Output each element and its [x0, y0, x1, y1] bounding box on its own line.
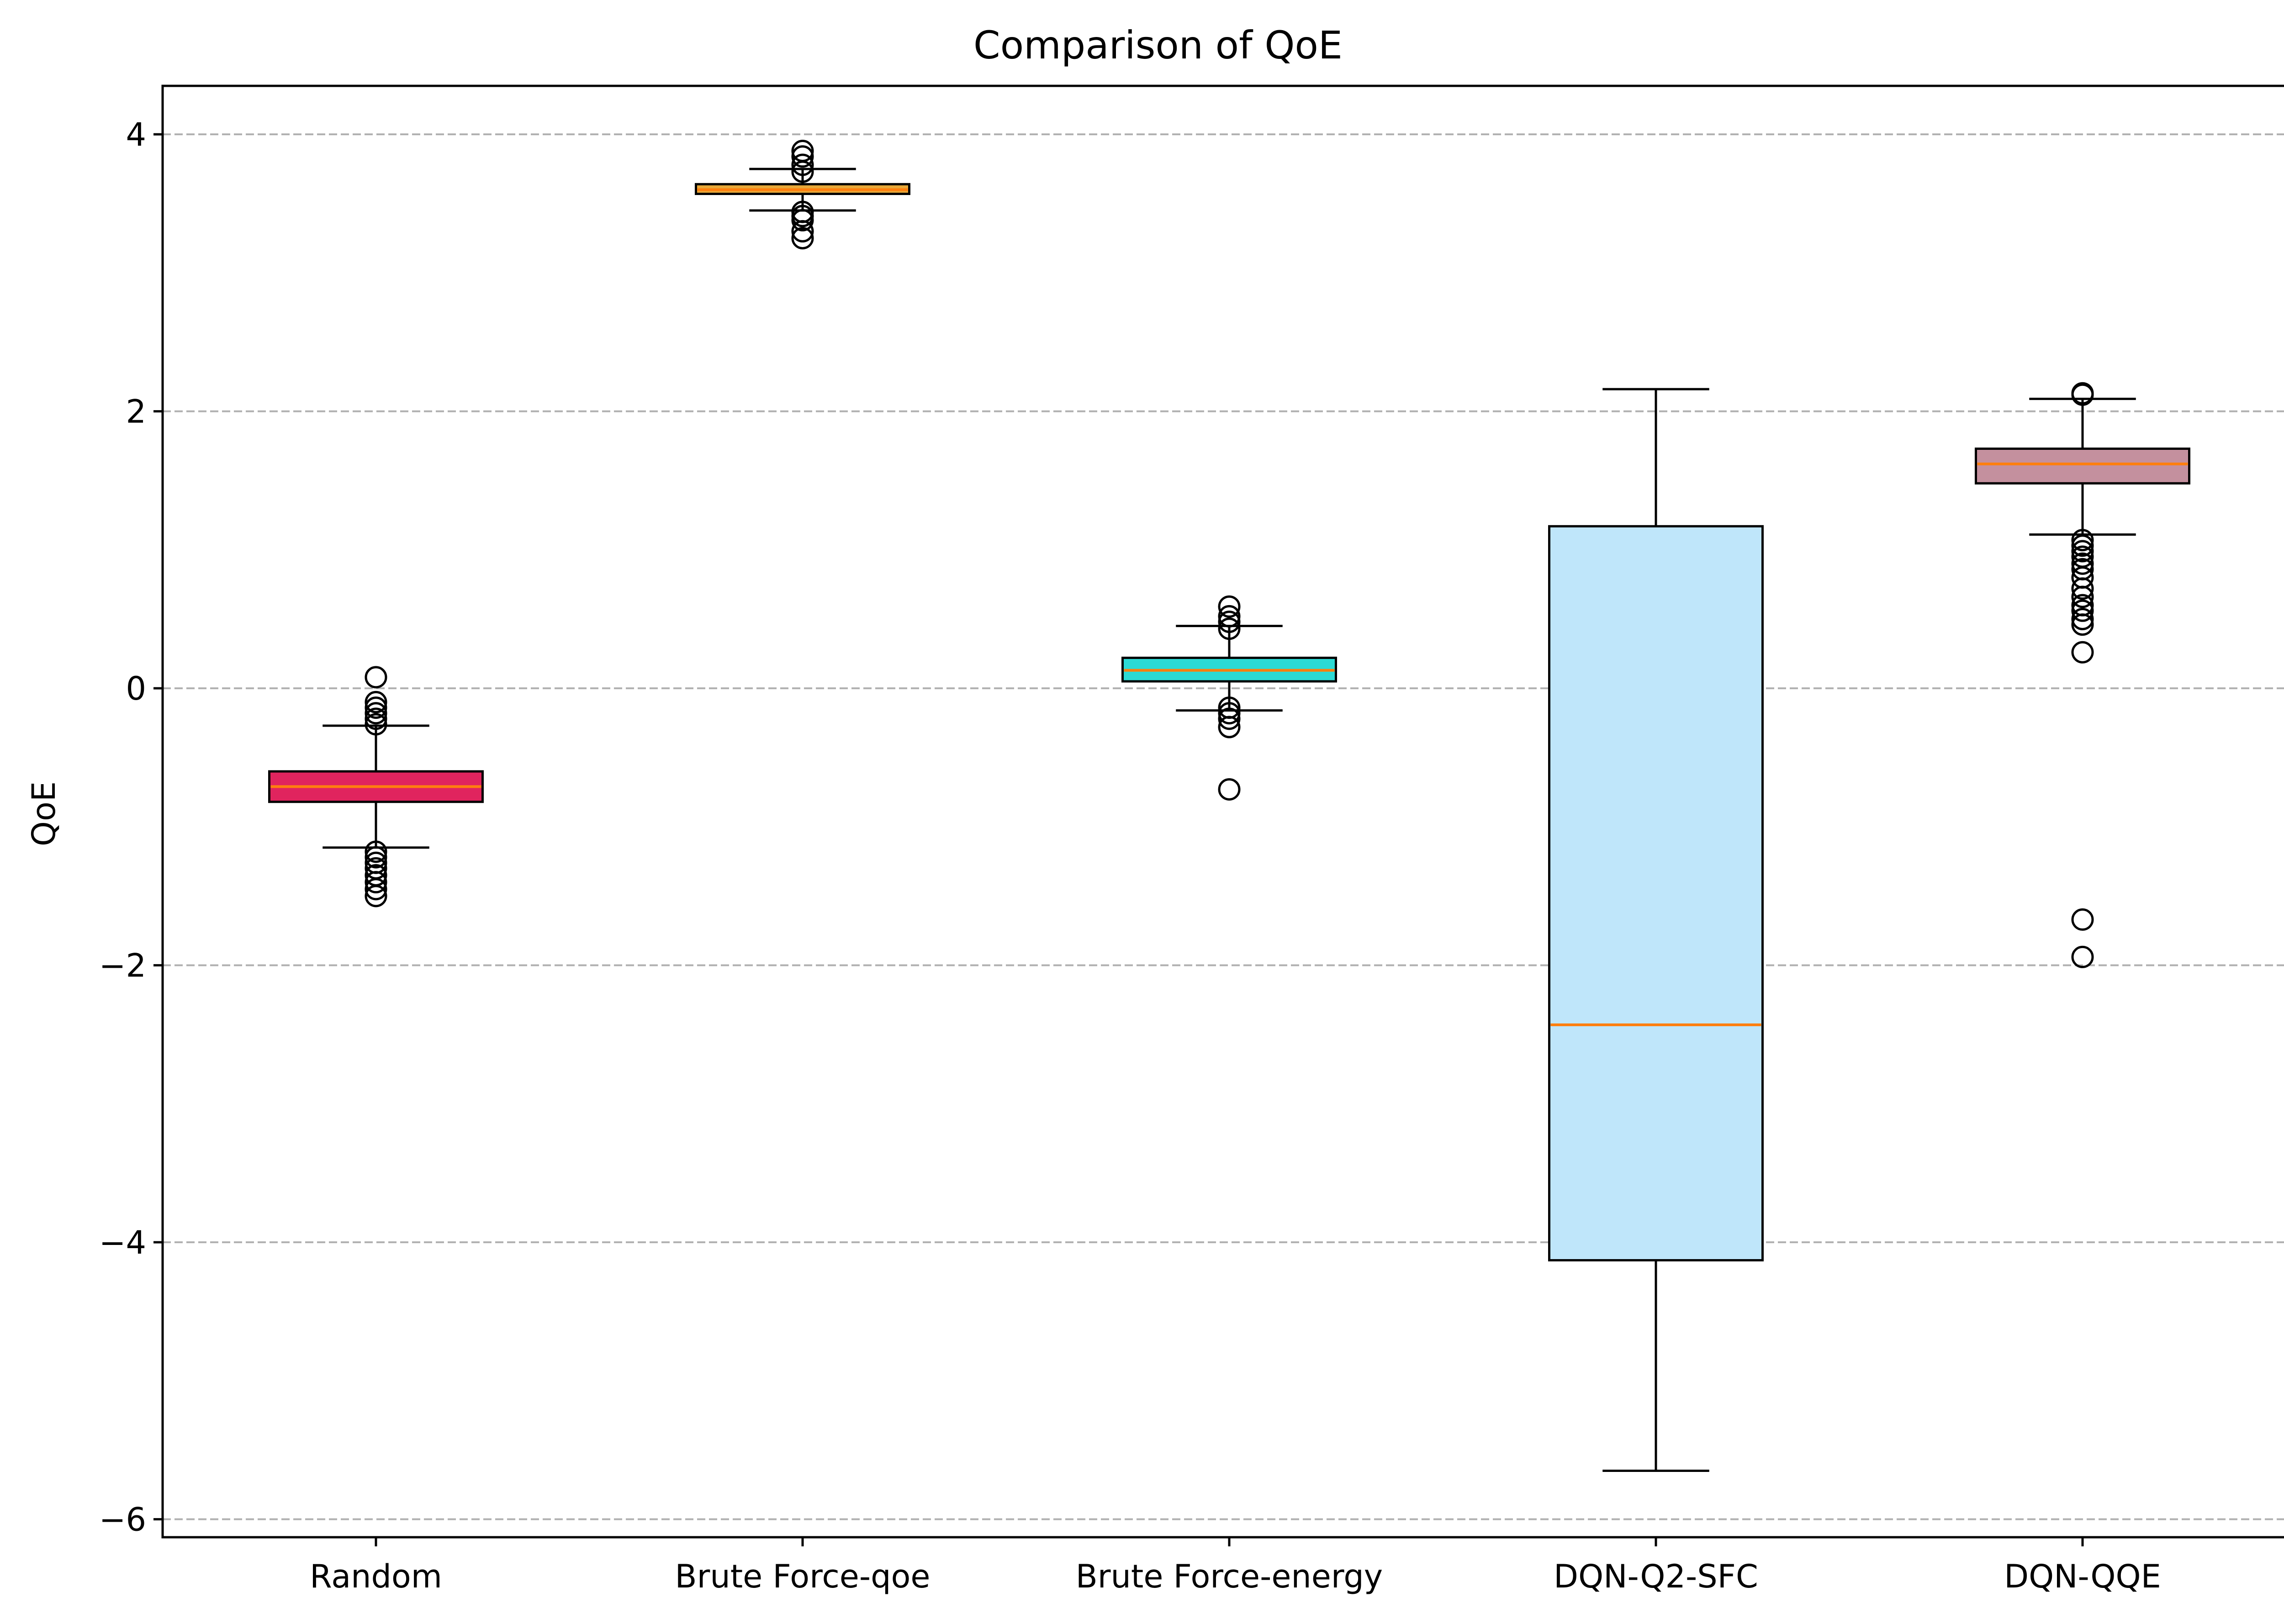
outlier-point [2071, 908, 2094, 931]
outlier-point [365, 878, 387, 901]
outlier-point [791, 209, 814, 232]
x-tick-label: Brute Force-qoe [675, 1558, 931, 1595]
box-iqr [1548, 525, 1764, 1262]
outlier-point [365, 691, 387, 713]
outlier-point [1218, 702, 1241, 725]
outlier-point [2071, 540, 2094, 563]
box-group [695, 140, 910, 250]
outlier-point [1218, 605, 1241, 627]
x-tick-label: DQN-QQE [2004, 1558, 2161, 1595]
outlier-point [365, 696, 387, 719]
y-tick-label: 2 [126, 393, 146, 431]
outlier-point [1218, 611, 1241, 633]
boxes-layer [268, 140, 2190, 1472]
gridlines [163, 133, 2284, 1520]
ticks-layer: 4 2 0 −2 −4 −6 Random Brute Force-qoe Brute Forc… [99, 116, 2161, 1595]
plot-area-frame [161, 84, 2284, 1539]
outlier-point [365, 666, 387, 689]
box-iqr [1975, 448, 2190, 485]
outlier-point [2071, 585, 2094, 608]
outlier-point [791, 227, 814, 250]
outlier-point [2071, 577, 2094, 600]
outlier-point [2071, 945, 2094, 968]
outlier-point [2071, 613, 2094, 636]
x-tick-label: Brute Force-energy [1076, 1558, 1383, 1595]
outlier-point [365, 840, 387, 863]
outlier-point [2071, 552, 2094, 575]
outlier-point [1218, 617, 1241, 640]
box-group [1548, 388, 1764, 1472]
y-tick-label: 4 [126, 116, 146, 153]
box-group [1121, 595, 1337, 801]
outlier-point [365, 707, 387, 730]
outlier-point [365, 885, 387, 907]
box-group [1975, 382, 2190, 968]
outlier-point [791, 153, 814, 176]
outlier-point [2071, 382, 2094, 405]
outlier-point [1218, 716, 1241, 738]
outlier-point [791, 220, 814, 243]
y-tick-label: −2 [99, 947, 146, 985]
outlier-point [2071, 534, 2094, 557]
chart-title: Comparison of QoE [973, 23, 1343, 68]
outlier-point [365, 702, 387, 725]
outlier-point [2071, 529, 2094, 552]
x-tick-label: Random [310, 1558, 442, 1595]
y-tick-label: 0 [126, 670, 146, 707]
y-tick-label: −6 [99, 1501, 146, 1539]
outlier-point [2071, 607, 2094, 630]
outlier-point [365, 713, 387, 736]
outlier-point [1218, 707, 1241, 730]
outlier-point [365, 846, 387, 869]
outlier-point [791, 145, 814, 168]
outlier-point [2071, 641, 2094, 664]
y-tick-label: −4 [99, 1224, 146, 1261]
x-tick-label: DQN-Q2-SFC [1554, 1558, 1758, 1595]
outlier-point [1218, 778, 1241, 801]
outlier-point [365, 871, 387, 894]
box-group [268, 666, 484, 907]
outlier-point [1218, 595, 1241, 618]
y-axis-label: QoE [25, 781, 63, 846]
outlier-point [2071, 599, 2094, 622]
outlier-point [791, 160, 814, 183]
